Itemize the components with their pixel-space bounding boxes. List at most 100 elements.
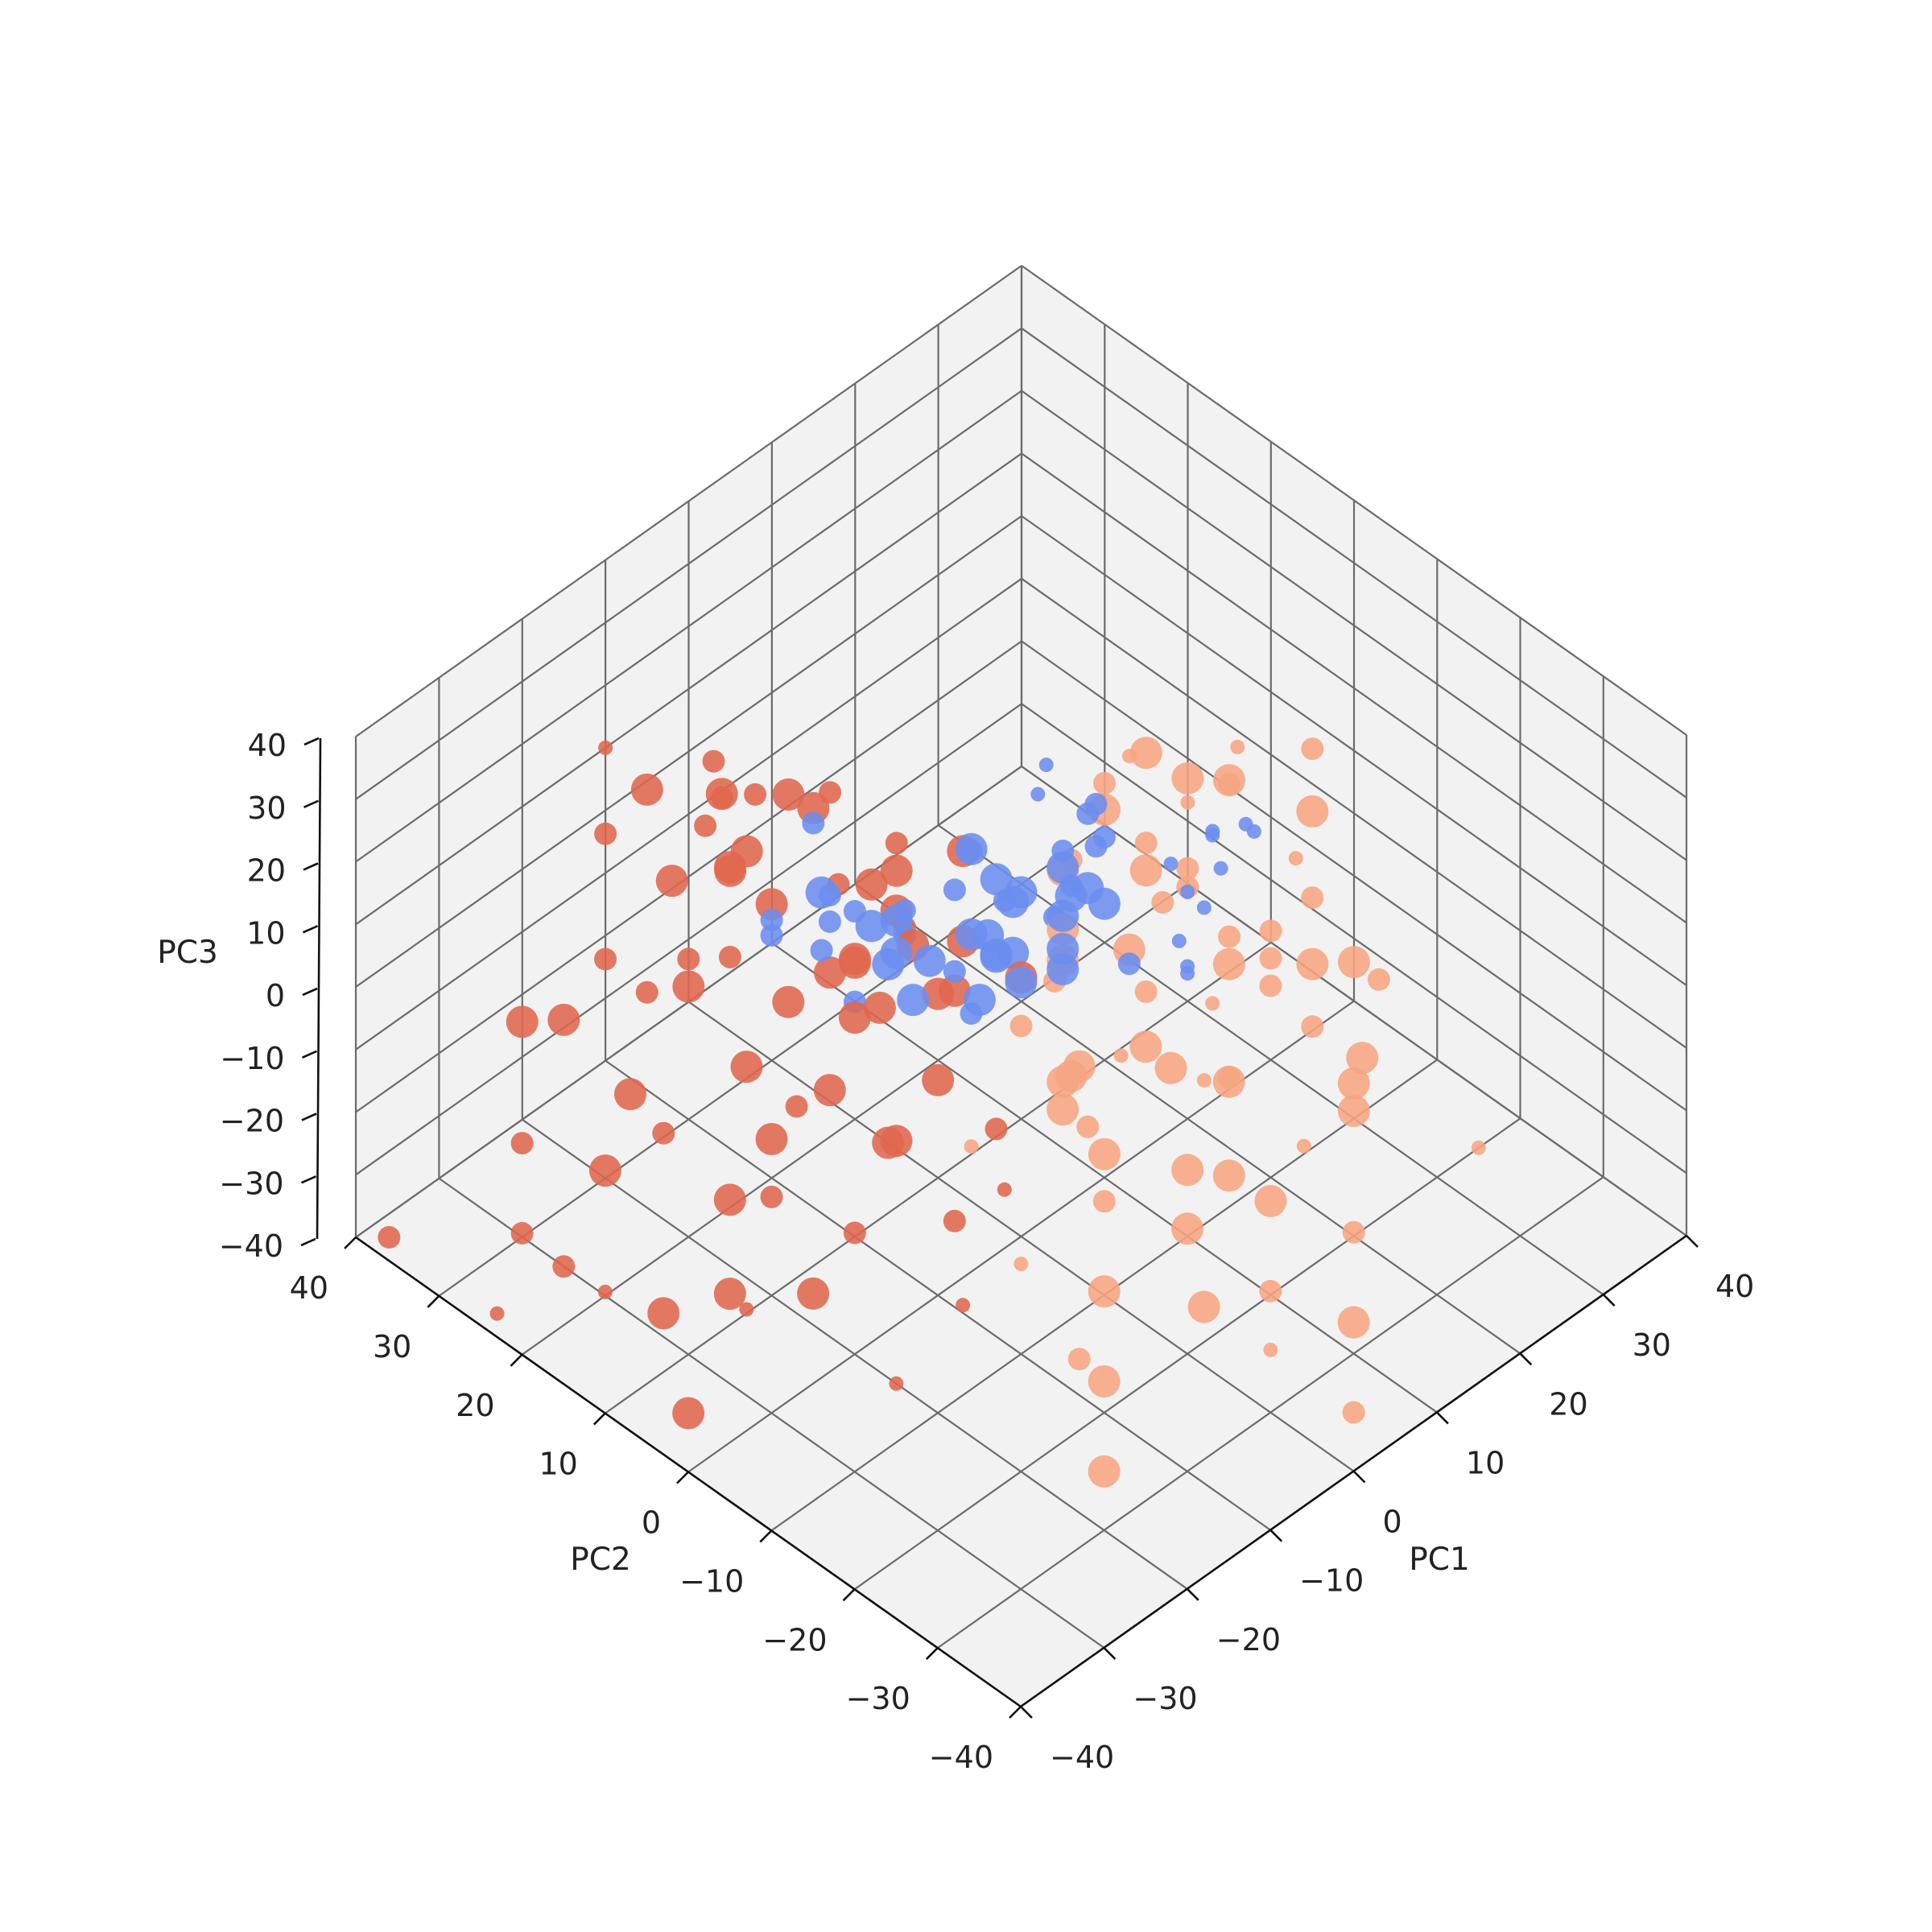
data-point: [713, 1183, 746, 1216]
x-tick-mark: [1186, 1587, 1199, 1601]
data-point: [1093, 771, 1116, 795]
data-point: [760, 1185, 783, 1208]
data-point: [705, 778, 738, 811]
data-point: [635, 980, 658, 1004]
x-tick-label: 40: [1715, 1269, 1754, 1304]
data-point: [1076, 1115, 1100, 1138]
data-point: [889, 1376, 904, 1391]
y-tick-mark: [510, 1353, 523, 1367]
data-point: [772, 778, 805, 811]
data-point: [1212, 947, 1245, 980]
data-point: [760, 924, 783, 947]
z-tick-mark: [303, 737, 320, 746]
y-tick-label: −10: [679, 1563, 744, 1599]
data-point: [714, 851, 746, 884]
data-point: [1088, 1137, 1121, 1170]
axis-titles: PC1 PC2 PC3: [157, 935, 1470, 1578]
data-point: [1117, 952, 1141, 976]
x-tick-label: −20: [1216, 1622, 1281, 1657]
data-point: [1005, 876, 1038, 909]
data-point: [772, 985, 805, 1018]
data-point: [943, 1209, 966, 1232]
data-point: [1296, 795, 1329, 828]
grid-line: [605, 941, 1272, 1414]
z-tick-mark: [303, 799, 320, 808]
data-point: [1187, 1290, 1220, 1323]
data-point: [506, 1005, 539, 1038]
data-point: [694, 814, 717, 837]
data-point: [630, 773, 663, 806]
grid-line: [1021, 390, 1687, 861]
data-point: [964, 1139, 979, 1154]
data-point: [744, 782, 767, 806]
data-point: [1301, 737, 1324, 761]
grid-line: [1021, 515, 1687, 986]
data-point: [760, 908, 783, 931]
y-tick-label: 40: [290, 1270, 328, 1306]
data-point: [1342, 1220, 1365, 1244]
data-point: [1259, 1279, 1282, 1302]
data-point: [1176, 857, 1199, 880]
data-point: [1129, 854, 1162, 887]
axis-lines: [300, 737, 1699, 1719]
data-points: [378, 737, 1486, 1488]
grid-line: [854, 883, 1521, 1355]
data-point: [1259, 919, 1282, 943]
grid-line: [1021, 265, 1687, 736]
y-axis-title: PC2: [570, 1542, 631, 1578]
data-point: [1213, 764, 1245, 797]
data-point: [1301, 1015, 1324, 1038]
data-point: [785, 1095, 808, 1118]
data-point: [1238, 816, 1253, 832]
z-tick-mark: [302, 987, 318, 997]
x-tick-label: −30: [1133, 1681, 1197, 1716]
x-tick-mark: [1602, 1294, 1616, 1307]
data-point: [814, 956, 846, 989]
data-point: [1337, 1095, 1370, 1127]
data-point: [1180, 795, 1195, 810]
z-tick-label: −30: [219, 1166, 283, 1201]
y-tick-label: −40: [929, 1740, 993, 1775]
data-point: [980, 863, 1013, 896]
x-tick-mark: [1435, 1411, 1449, 1425]
y-tick-mark: [759, 1530, 773, 1543]
data-point: [1367, 968, 1390, 991]
y-tick-mark: [842, 1588, 856, 1602]
data-point: [597, 1284, 613, 1299]
z-axis-line: [316, 737, 322, 1240]
data-point: [1288, 851, 1303, 866]
x-tick-mark: [1352, 1470, 1366, 1484]
x-tick-mark: [1103, 1646, 1117, 1660]
x-tick-label: 30: [1633, 1327, 1671, 1363]
grid-line: [1021, 766, 1687, 1236]
data-point: [1254, 1185, 1287, 1217]
data-point: [1038, 758, 1054, 773]
data-point: [1212, 1159, 1245, 1192]
data-point: [1129, 737, 1162, 770]
grid-line: [355, 452, 1022, 926]
grid-line: [1021, 452, 1687, 924]
grid-line: [355, 265, 1022, 737]
z-tick-mark: [301, 1050, 318, 1059]
data-point: [1122, 749, 1137, 764]
data-point: [1084, 835, 1108, 858]
data-point: [1471, 1140, 1486, 1155]
data-point: [938, 974, 971, 1007]
data-point: [1046, 1093, 1080, 1126]
z-tick-mark: [300, 1237, 316, 1247]
y-tick-mark: [925, 1647, 939, 1661]
z-tick-label: 10: [246, 915, 285, 951]
data-point: [805, 876, 838, 909]
grid-line: [355, 327, 1022, 800]
data-point: [956, 1298, 971, 1313]
data-point: [594, 947, 617, 971]
data-point: [985, 1117, 1008, 1141]
data-point: [1129, 1030, 1162, 1063]
y-tick-label: −30: [846, 1681, 910, 1716]
data-point: [997, 1182, 1012, 1197]
z-tick-label: −20: [220, 1104, 284, 1139]
data-point: [1088, 887, 1121, 920]
z-tick-mark: [302, 925, 319, 934]
y-tick-label: 0: [642, 1505, 661, 1541]
